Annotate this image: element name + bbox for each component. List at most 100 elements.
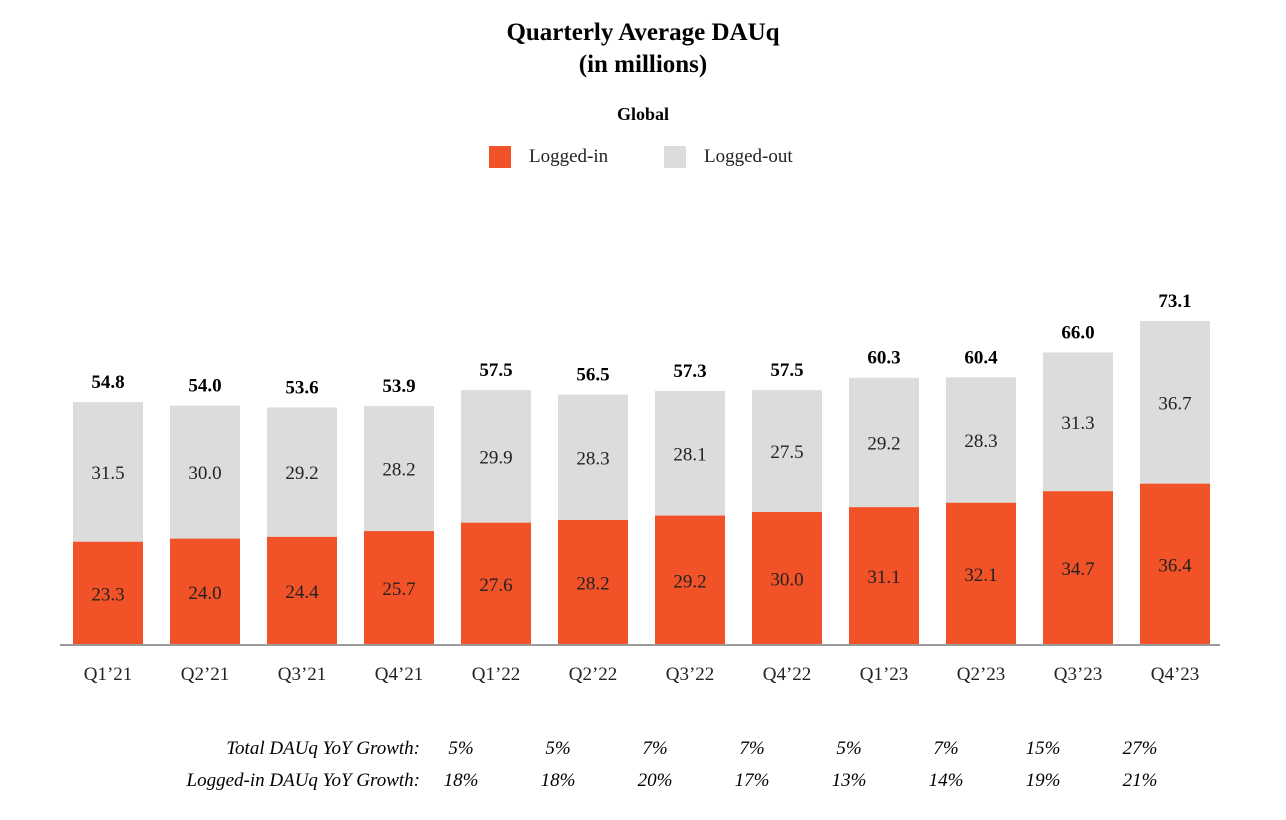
data-label-logged-in: 31.1 — [867, 567, 900, 588]
legend-label-logged-out: Logged-out — [704, 146, 793, 167]
bar-logged-in — [73, 541, 143, 645]
x-tick-label: Q1’23 — [860, 664, 909, 685]
bar-logged-in — [946, 502, 1016, 645]
total-growth-value: 5% — [836, 738, 862, 759]
data-label-logged-out: 30.0 — [188, 463, 221, 484]
data-label-logged-in: 24.0 — [188, 583, 221, 604]
bar-logged-in — [849, 507, 919, 645]
data-label-total: 57.5 — [479, 360, 512, 381]
bar-logged-out — [1140, 321, 1210, 484]
data-label-logged-out: 29.2 — [285, 463, 318, 484]
bar-logged-in — [267, 536, 337, 645]
data-label-total: 53.9 — [382, 376, 415, 397]
data-label-logged-in: 28.2 — [576, 574, 609, 595]
legend-logged-out: Logged-out — [664, 146, 793, 168]
legend-swatch-logged-in — [489, 146, 511, 168]
loggedin-growth-value: 18% — [540, 770, 576, 791]
loggedin-growth-label: Logged-in DAUq YoY Growth: — [186, 770, 420, 791]
total-growth-value: 15% — [1025, 738, 1061, 759]
data-label-logged-out: 27.5 — [770, 442, 803, 463]
data-label-total: 56.5 — [576, 365, 609, 386]
data-label-logged-out: 28.3 — [576, 448, 609, 469]
bar-logged-out — [364, 406, 434, 532]
bar-logged-out — [558, 394, 628, 521]
bar-logged-out — [1043, 352, 1113, 492]
data-label-total: 57.3 — [673, 361, 706, 382]
data-label-total: 54.0 — [188, 376, 221, 397]
stacked-bar-chart: 23.3 31.5 54.8 Q1’21 24.0 30.0 54.0 Q2’21 24.4 29… — [60, 291, 1220, 685]
data-label-total: 73.1 — [1158, 291, 1191, 312]
bar-logged-out — [461, 390, 531, 523]
bar-logged-in — [655, 515, 725, 645]
bar-logged-in — [1043, 491, 1113, 645]
total-growth-value: 7% — [739, 738, 765, 759]
data-label-logged-out: 29.2 — [867, 433, 900, 454]
bar-logged-out — [752, 390, 822, 513]
data-label-logged-in: 36.4 — [1158, 555, 1192, 576]
chart-units: (in millions) — [578, 51, 708, 78]
data-label-logged-in: 25.7 — [382, 579, 415, 600]
x-tick-label: Q2’21 — [181, 664, 230, 685]
data-label-logged-in: 27.6 — [479, 575, 512, 596]
data-label-total: 60.3 — [867, 348, 900, 369]
x-tick-label: Q3’21 — [278, 664, 327, 685]
data-label-logged-out: 28.1 — [673, 444, 706, 465]
x-tick-label: Q1’21 — [84, 664, 133, 685]
data-label-logged-in: 29.2 — [673, 571, 706, 592]
loggedin-growth-value: 13% — [831, 770, 867, 791]
bar-logged-in — [364, 531, 434, 645]
x-tick-label: Q3’22 — [666, 664, 715, 685]
chart-subtitle: Global — [616, 104, 669, 124]
chart-title: Quarterly Average DAUq — [506, 19, 780, 46]
data-label-logged-in: 23.3 — [91, 584, 124, 605]
x-tick-label: Q4’21 — [375, 664, 424, 685]
bar-logged-in — [752, 512, 822, 645]
bar-logged-out — [170, 405, 240, 539]
loggedin-growth-value: 20% — [637, 770, 673, 791]
bar-logged-in — [1140, 483, 1210, 645]
total-growth-label: Total DAUq YoY Growth: — [226, 738, 420, 759]
bar-logged-out — [849, 377, 919, 508]
legend-label-logged-in: Logged-in — [529, 146, 609, 167]
data-label-total: 60.4 — [964, 347, 998, 368]
bar-logged-in — [558, 520, 628, 645]
data-label-total: 66.0 — [1061, 322, 1094, 343]
x-tick-label: Q3’23 — [1054, 664, 1103, 685]
data-label-logged-in: 34.7 — [1061, 559, 1094, 580]
bar-logged-out — [267, 407, 337, 537]
loggedin-growth-value: 18% — [443, 770, 479, 791]
loggedin-growth-value: 21% — [1122, 770, 1158, 791]
data-label-logged-in: 32.1 — [964, 565, 997, 586]
x-tick-label: Q2’22 — [569, 664, 618, 685]
bar-logged-out — [73, 402, 143, 542]
data-label-total: 57.5 — [770, 360, 803, 381]
data-label-logged-in: 30.0 — [770, 570, 803, 591]
data-label-logged-in: 24.4 — [285, 582, 319, 603]
legend-logged-in: Logged-in — [489, 146, 608, 168]
x-tick-label: Q1’22 — [472, 664, 521, 685]
data-label-logged-out: 28.2 — [382, 460, 415, 481]
total-growth-value: 27% — [1122, 738, 1158, 759]
total-growth-value: 5% — [448, 738, 474, 759]
loggedin-growth-value: 17% — [734, 770, 770, 791]
total-growth-value: 7% — [933, 738, 959, 759]
total-growth-value: 5% — [545, 738, 571, 759]
data-label-logged-out: 28.3 — [964, 431, 997, 452]
x-tick-label: Q2’23 — [957, 664, 1006, 685]
loggedin-growth-value: 19% — [1025, 770, 1061, 791]
bar-logged-out — [946, 377, 1016, 503]
data-label-logged-out: 31.3 — [1061, 413, 1094, 434]
data-label-total: 53.6 — [285, 377, 318, 398]
bar-logged-in — [170, 538, 240, 645]
loggedin-growth-value: 14% — [928, 770, 964, 791]
data-label-total: 54.8 — [91, 372, 124, 393]
data-label-logged-out: 31.5 — [91, 463, 124, 484]
bar-logged-out — [655, 391, 725, 516]
legend-swatch-logged-out — [664, 146, 686, 168]
data-label-logged-out: 29.9 — [479, 447, 512, 468]
total-growth-value: 7% — [642, 738, 668, 759]
x-tick-label: Q4’22 — [763, 664, 812, 685]
bar-logged-in — [461, 522, 531, 645]
x-tick-label: Q4’23 — [1151, 664, 1200, 685]
data-label-logged-out: 36.7 — [1158, 393, 1191, 414]
